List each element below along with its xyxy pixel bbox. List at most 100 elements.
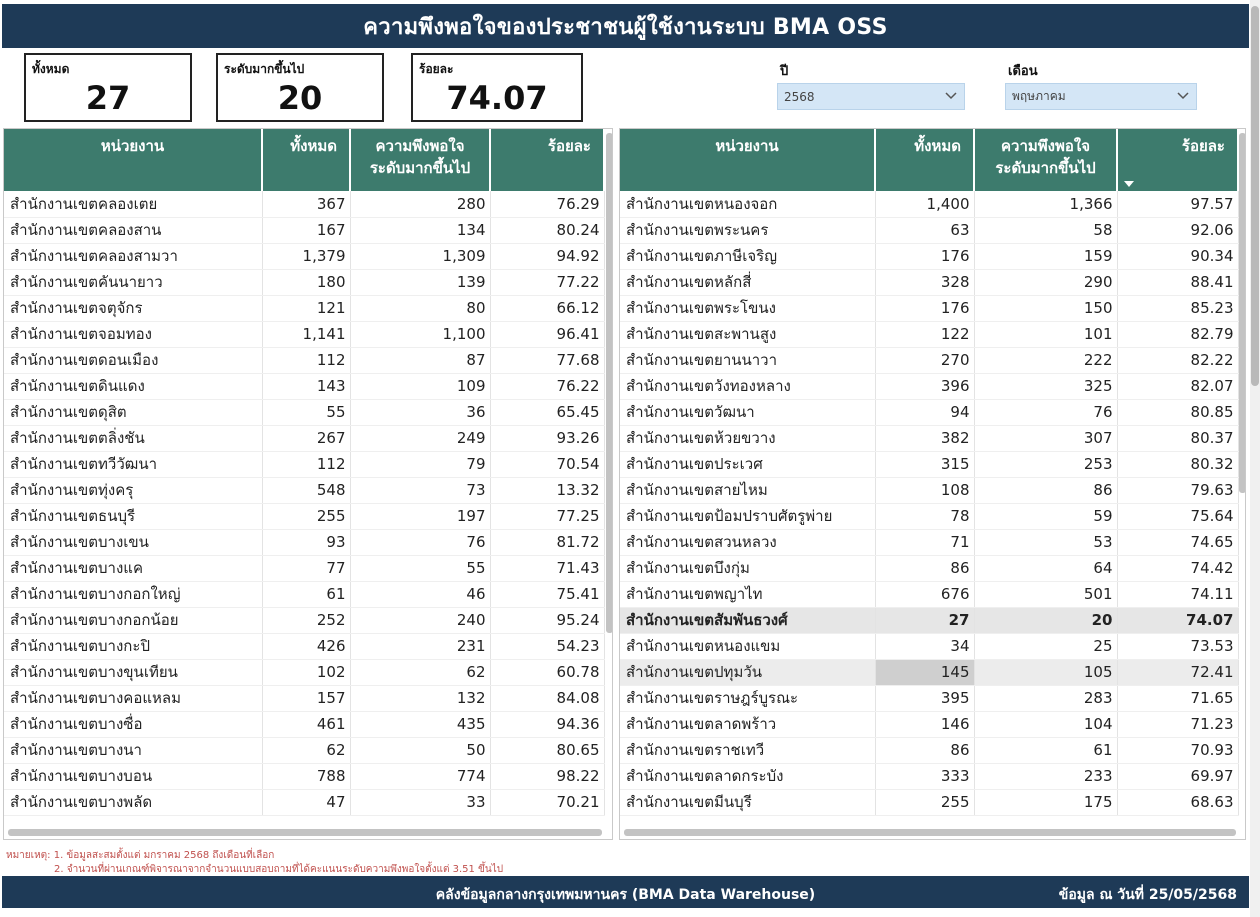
col-header-total[interactable]: ทั้งหมด	[262, 129, 351, 191]
cell-percent: 80.37	[1117, 425, 1239, 452]
table-row[interactable]: สำนักงานเขตราชเทวี 86 61 70.93	[620, 737, 1239, 764]
col-header-satisfied[interactable]: ความพึงพอใจ ระดับมากขึ้นไป	[974, 129, 1118, 191]
left-table-vertical-scrollbar[interactable]	[606, 133, 612, 633]
table-row[interactable]: สำนักงานเขตบางแค 77 55 71.43	[4, 555, 605, 582]
cell-satisfied: 73	[350, 477, 491, 504]
table-row[interactable]: สำนักงานเขตบางขุนเทียน 102 62 60.78	[4, 659, 605, 686]
cell-unit: สำนักงานเขตวัฒนา	[620, 399, 876, 426]
cell-percent: 93.26	[490, 425, 605, 452]
table-row[interactable]: สำนักงานเขตประเวศ 315 253 80.32	[620, 451, 1239, 478]
table-row[interactable]: สำนักงานเขตปทุมวัน 145 105 72.41	[620, 659, 1239, 686]
table-row[interactable]: สำนักงานเขตจอมทอง 1,141 1,100 96.41	[4, 321, 605, 348]
table-row[interactable]: สำนักงานเขตบางกอกน้อย 252 240 95.24	[4, 607, 605, 634]
note-line-2: 2. จำนวนที่ผ่านเกณฑ์พิจารณาจากจำนวนแบบสอ…	[54, 864, 504, 875]
table-row[interactable]: สำนักงานเขตคลองเตย 367 280 76.29	[4, 191, 605, 218]
table-row[interactable]: สำนักงานเขตบางกอกใหญ่ 61 46 75.41	[4, 581, 605, 608]
cell-percent: 77.68	[490, 347, 605, 374]
page-scrollbar-track[interactable]	[1250, 0, 1260, 917]
table-row[interactable]: สำนักงานเขตพระโขนง 176 150 85.23	[620, 295, 1239, 322]
table-row[interactable]: สำนักงานเขตคลองสามวา 1,379 1,309 94.92	[4, 243, 605, 270]
table-row[interactable]: สำนักงานเขตบางนา 62 50 80.65	[4, 737, 605, 764]
cell-total: 112	[262, 451, 351, 478]
table-row[interactable]: สำนักงานเขตพญาไท 676 501 74.11	[620, 581, 1239, 608]
cell-satisfied: 86	[974, 477, 1118, 504]
table-row[interactable]: สำนักงานเขตหนองจอก 1,400 1,366 97.57	[620, 191, 1239, 218]
cell-satisfied: 105	[974, 659, 1118, 686]
cell-total: 255	[262, 503, 351, 530]
table-row[interactable]: สำนักงานเขตภาษีเจริญ 176 159 90.34	[620, 243, 1239, 270]
cell-percent: 54.23	[490, 633, 605, 660]
col-header-unit[interactable]: หน่วยงาน	[620, 129, 876, 191]
cell-unit: สำนักงานเขตยานนาวา	[620, 347, 876, 374]
table-row[interactable]: สำนักงานเขตลาดพร้าว 146 104 71.23	[620, 711, 1239, 738]
table-row[interactable]: สำนักงานเขตบางพลัด 47 33 70.21	[4, 789, 605, 816]
table-row[interactable]: สำนักงานเขตสายไหม 108 86 79.63	[620, 477, 1239, 504]
cell-satisfied: 233	[974, 763, 1118, 790]
table-row[interactable]: สำนักงานเขตหนองแขม 34 25 73.53	[620, 633, 1239, 660]
table-row[interactable]: สำนักงานเขตห้วยขวาง 382 307 80.37	[620, 425, 1239, 452]
right-table-vertical-scrollbar[interactable]	[1239, 133, 1245, 493]
page-scrollbar-thumb[interactable]	[1251, 6, 1259, 386]
table-row[interactable]: สำนักงานเขตสะพานสูง 122 101 82.79	[620, 321, 1239, 348]
table-row[interactable]: สำนักงานเขตคลองสาน 167 134 80.24	[4, 217, 605, 244]
table-row[interactable]: สำนักงานเขตดุสิต 55 36 65.45	[4, 399, 605, 426]
cell-percent: 80.65	[490, 737, 605, 764]
table-row[interactable]: สำนักงานเขตจตุจักร 121 80 66.12	[4, 295, 605, 322]
col-header-unit[interactable]: หน่วยงาน	[4, 129, 263, 191]
cell-total: 270	[875, 347, 975, 374]
col-header-total[interactable]: ทั้งหมด	[875, 129, 975, 191]
kpi-value: 27	[85, 79, 131, 117]
cell-satisfied: 58	[974, 217, 1118, 244]
cell-total: 112	[262, 347, 351, 374]
cell-total: 121	[262, 295, 351, 322]
col-header-percent[interactable]: ร้อยละ	[1117, 129, 1239, 191]
cell-unit: สำนักงานเขตราชเทวี	[620, 737, 876, 764]
left-table-horizontal-scrollbar[interactable]	[8, 829, 602, 836]
table-row[interactable]: สำนักงานเขตสวนหลวง 71 53 74.65	[620, 529, 1239, 556]
cell-unit: สำนักงานเขตตลิ่งชัน	[4, 425, 263, 452]
table-row[interactable]: สำนักงานเขตหลักสี่ 328 290 88.41	[620, 269, 1239, 296]
cell-unit: สำนักงานเขตประเวศ	[620, 451, 876, 478]
table-row[interactable]: สำนักงานเขตบางเขน 93 76 81.72	[4, 529, 605, 556]
table-row[interactable]: สำนักงานเขตคันนายาว 180 139 77.22	[4, 269, 605, 296]
table-row[interactable]: สำนักงานเขตราษฎร์บูรณะ 395 283 71.65	[620, 685, 1239, 712]
table-row[interactable]: สำนักงานเขตลาดกระบัง 333 233 69.97	[620, 763, 1239, 790]
table-row[interactable]: สำนักงานเขตวัฒนา 94 76 80.85	[620, 399, 1239, 426]
right-table-horizontal-scrollbar[interactable]	[624, 829, 1236, 836]
cell-satisfied: 76	[350, 529, 491, 556]
table-row[interactable]: สำนักงานเขตบางซื่อ 461 435 94.36	[4, 711, 605, 738]
table-row[interactable]: สำนักงานเขตมีนบุรี 255 175 68.63	[620, 789, 1239, 816]
cell-total: 396	[875, 373, 975, 400]
month-dropdown[interactable]: พฤษภาคม	[1005, 83, 1197, 110]
cell-total: 94	[875, 399, 975, 426]
table-row[interactable]: สำนักงานเขตบึงกุ่ม 86 64 74.42	[620, 555, 1239, 582]
table-row[interactable]: สำนักงานเขตดินแดง 143 109 76.22	[4, 373, 605, 400]
table-row[interactable]: สำนักงานเขตบางกะปิ 426 231 54.23	[4, 633, 605, 660]
col-header-satisfied-line2: ระดับมากขึ้นไป	[995, 159, 1096, 177]
cell-unit: สำนักงานเขตบางขุนเทียน	[4, 659, 263, 686]
cell-percent: 66.12	[490, 295, 605, 322]
table-row[interactable]: สำนักงานเขตธนบุรี 255 197 77.25	[4, 503, 605, 530]
col-header-percent[interactable]: ร้อยละ	[490, 129, 605, 191]
table-row[interactable]: สำนักงานเขตทวีวัฒนา 112 79 70.54	[4, 451, 605, 478]
left-data-table: หน่วยงาน ทั้งหมด ความพึงพอใจ ระดับมากขึ้น…	[4, 129, 605, 816]
cell-percent: 72.41	[1117, 659, 1239, 686]
kpi-value: 74.07	[446, 79, 548, 117]
table-row[interactable]: สำนักงานเขตดอนเมือง 112 87 77.68	[4, 347, 605, 374]
col-header-satisfied[interactable]: ความพึงพอใจ ระดับมากขึ้นไป	[350, 129, 491, 191]
table-row[interactable]: สำนักงานเขตตลิ่งชัน 267 249 93.26	[4, 425, 605, 452]
table-row[interactable]: สำนักงานเขตบางบอน 788 774 98.22	[4, 763, 605, 790]
table-row[interactable]: สำนักงานเขตบางคอแหลม 157 132 84.08	[4, 685, 605, 712]
table-row[interactable]: สำนักงานเขตยานนาวา 270 222 82.22	[620, 347, 1239, 374]
table-row[interactable]: สำนักงานเขตสัมพันธวงศ์ 27 20 74.07	[620, 607, 1239, 634]
cell-unit: สำนักงานเขตปทุมวัน	[620, 659, 876, 686]
cell-percent: 84.08	[490, 685, 605, 712]
table-row[interactable]: สำนักงานเขตพระนคร 63 58 92.06	[620, 217, 1239, 244]
cell-satisfied: 150	[974, 295, 1118, 322]
table-row[interactable]: สำนักงานเขตป้อมปราบศัตรูพ่าย 78 59 75.64	[620, 503, 1239, 530]
cell-satisfied: 774	[350, 763, 491, 790]
table-row[interactable]: สำนักงานเขตทุ่งครุ 548 73 13.32	[4, 477, 605, 504]
cell-total: 145	[875, 659, 975, 686]
year-dropdown[interactable]: 2568	[777, 83, 965, 110]
table-row[interactable]: สำนักงานเขตวังทองหลาง 396 325 82.07	[620, 373, 1239, 400]
